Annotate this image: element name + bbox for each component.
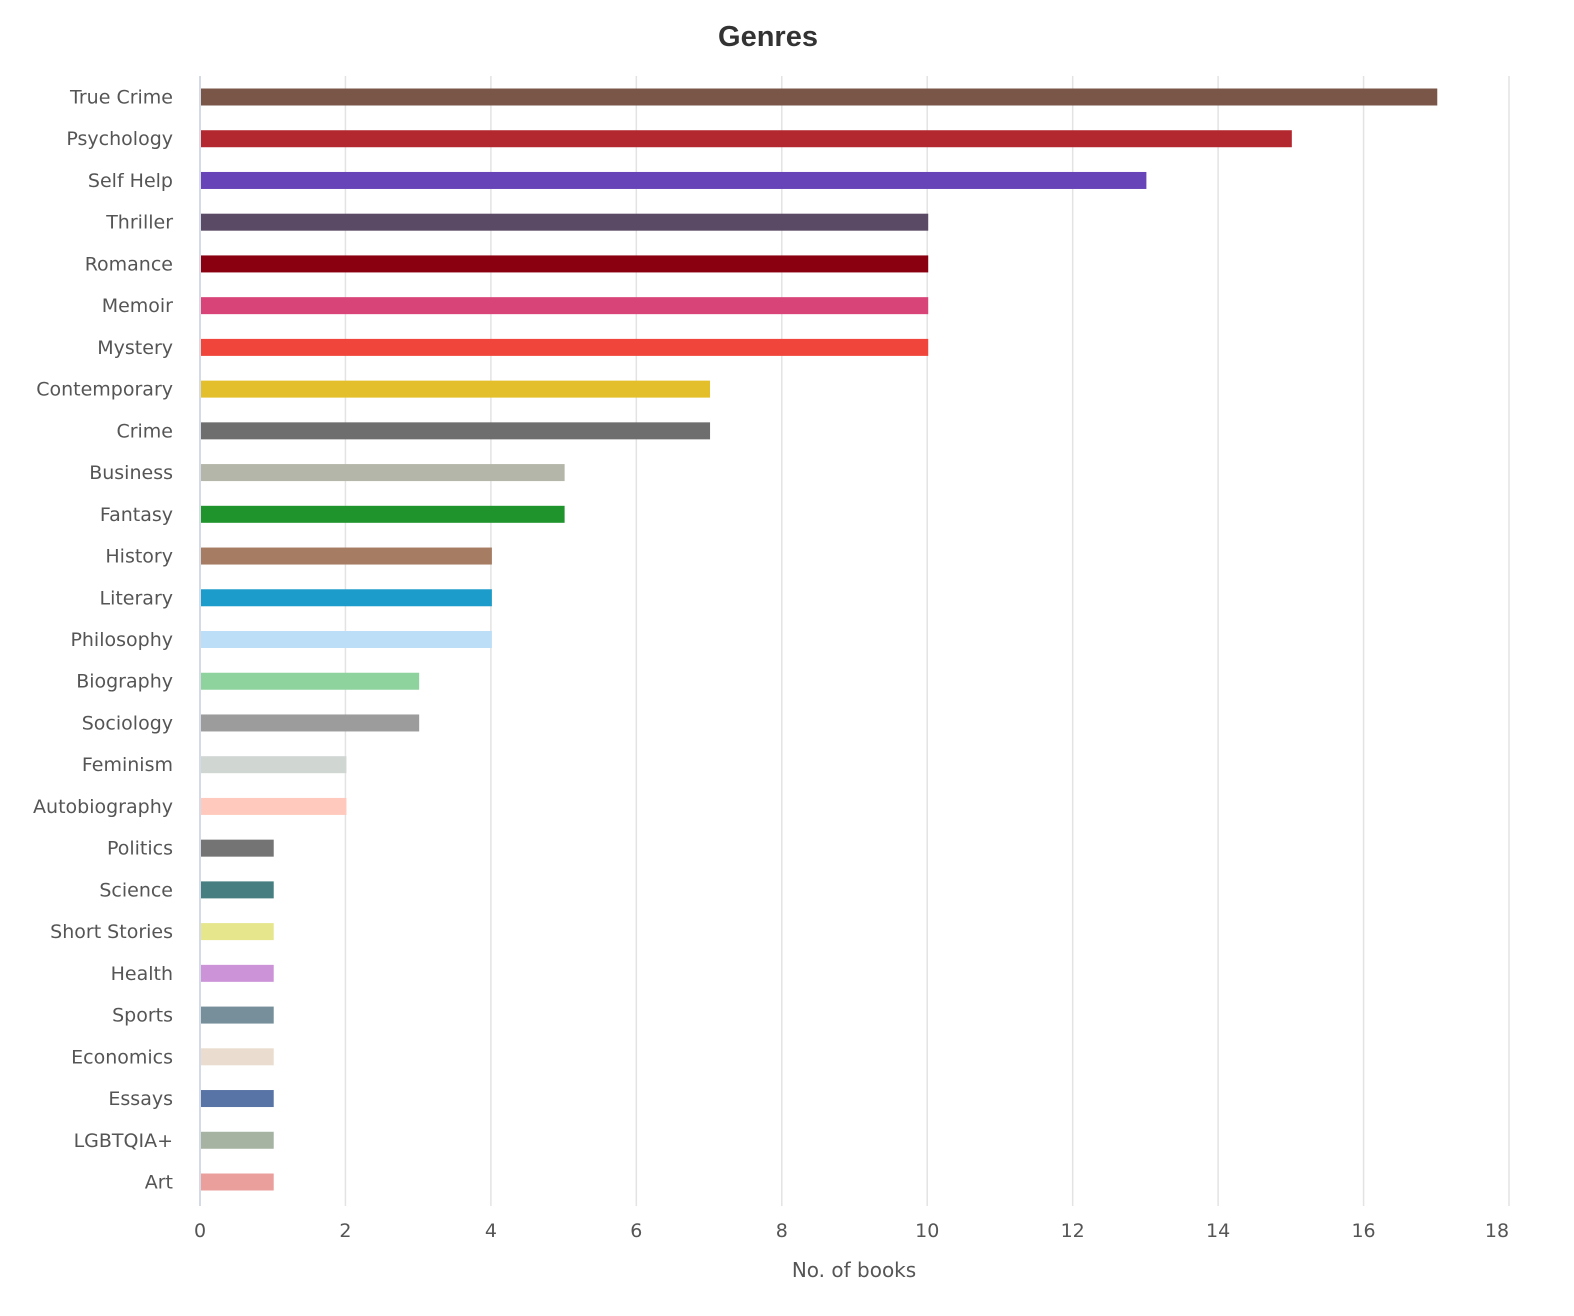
category-labels: True Crime Psychology Self Help Thriller Rom… <box>33 87 173 1194</box>
bar-biography[interactable] <box>201 672 420 690</box>
category-label-philosophy: Philosophy <box>70 629 173 651</box>
category-label-lgbtqia: LGBTQIA+ <box>74 1130 173 1152</box>
category-label-biography: Biography <box>76 671 173 693</box>
bar-fantasy[interactable] <box>201 505 565 523</box>
x-tick-label: 14 <box>1206 1220 1230 1242</box>
category-label-short-stories: Short Stories <box>50 921 173 943</box>
bar-feminism[interactable] <box>201 756 347 774</box>
category-label-self-help: Self Help <box>88 170 173 192</box>
category-label-true-crime: True Crime <box>69 87 173 109</box>
category-label-mystery: Mystery <box>97 337 173 359</box>
chart-title: Genres <box>718 21 818 53</box>
category-label-crime: Crime <box>116 420 173 442</box>
bar-business[interactable] <box>201 464 565 482</box>
bar-philosophy[interactable] <box>201 631 492 648</box>
category-label-memoir: Memoir <box>102 295 173 317</box>
bar-autobiography[interactable] <box>201 797 347 815</box>
bar-sociology[interactable] <box>201 714 420 732</box>
bar-mystery[interactable] <box>201 338 929 356</box>
category-label-science: Science <box>99 879 173 901</box>
bar-science[interactable] <box>201 881 274 899</box>
bar-self-help[interactable] <box>201 171 1147 189</box>
gridlines <box>344 76 1510 1206</box>
bar-literary[interactable] <box>201 589 492 607</box>
category-label-literary: Literary <box>99 587 173 609</box>
bar-contemporary[interactable] <box>201 380 711 398</box>
bar-psychology[interactable] <box>201 130 1292 148</box>
bar-health[interactable] <box>201 964 274 982</box>
category-label-sports: Sports <box>112 1005 173 1027</box>
category-label-fantasy: Fantasy <box>100 504 173 526</box>
bar-romance[interactable] <box>201 255 929 273</box>
x-tick-label: 8 <box>776 1220 788 1242</box>
bar-thriller[interactable] <box>201 213 929 231</box>
bar-sports[interactable] <box>201 1006 274 1024</box>
bar-economics[interactable] <box>201 1048 274 1066</box>
category-label-feminism: Feminism <box>82 754 173 776</box>
bar-true-crime[interactable] <box>201 88 1438 106</box>
category-label-health: Health <box>111 963 173 985</box>
x-axis-title: No. of books <box>792 1258 916 1282</box>
category-label-art: Art <box>145 1172 173 1194</box>
bar-short-stories[interactable] <box>201 923 274 941</box>
bar-memoir[interactable] <box>201 297 929 315</box>
category-label-economics: Economics <box>71 1046 173 1068</box>
x-tick-labels: 0 2 4 6 8 10 12 14 16 18 <box>194 1220 1509 1242</box>
x-tick-label: 2 <box>339 1220 351 1242</box>
category-label-essays: Essays <box>108 1088 173 1110</box>
bar-essays[interactable] <box>201 1090 274 1108</box>
x-tick-label: 12 <box>1061 1220 1085 1242</box>
x-tick-label: 6 <box>630 1220 642 1242</box>
bar-art[interactable] <box>201 1173 274 1191</box>
bar-history[interactable] <box>201 547 492 565</box>
x-tick-label: 4 <box>485 1220 497 1242</box>
category-label-history: History <box>105 546 173 568</box>
x-tick-label: 16 <box>1351 1220 1375 1242</box>
category-label-psychology: Psychology <box>66 128 173 150</box>
category-label-romance: Romance <box>85 253 173 275</box>
bar-politics[interactable] <box>201 839 274 857</box>
x-tick-label: 0 <box>194 1220 206 1242</box>
category-label-thriller: Thriller <box>105 212 173 234</box>
category-label-business: Business <box>89 462 173 484</box>
category-label-contemporary: Contemporary <box>36 379 173 401</box>
category-label-politics: Politics <box>107 838 173 860</box>
x-tick-label: 10 <box>915 1220 939 1242</box>
x-tick-label: 18 <box>1485 1220 1509 1242</box>
bars <box>201 88 1438 1191</box>
category-label-autobiography: Autobiography <box>33 796 173 818</box>
category-label-sociology: Sociology <box>82 712 173 734</box>
bar-lgbtqia[interactable] <box>201 1131 274 1149</box>
bar-crime[interactable] <box>201 422 711 440</box>
